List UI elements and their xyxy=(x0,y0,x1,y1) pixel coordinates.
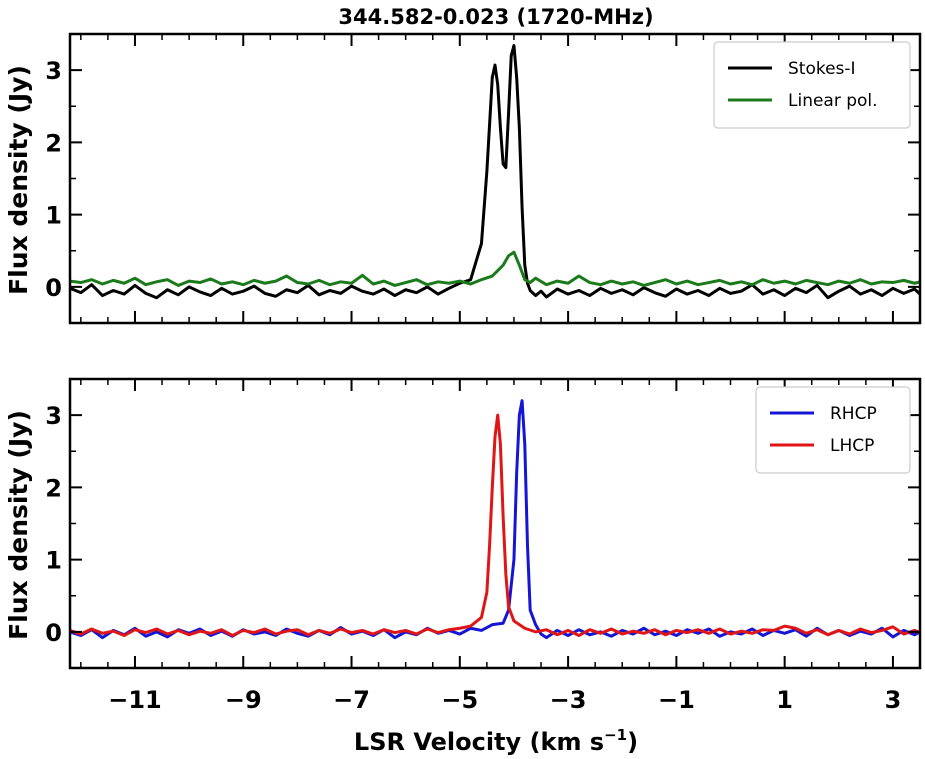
x-tick-label: −11 xyxy=(108,686,162,714)
x-tick-label: −3 xyxy=(550,686,587,714)
top-legend-label: Linear pol. xyxy=(788,91,878,111)
top-legend: Stokes-I Linear pol. xyxy=(713,41,911,129)
top-y-tick-label: 1 xyxy=(45,202,62,230)
x-axis-label: LSR Velocity (km s−1) xyxy=(354,726,638,756)
top-panel: 0 1 2 3 Stokes-I Linear pol. xyxy=(45,32,922,325)
top-series-linear-pol-line xyxy=(70,250,920,287)
x-tick-label: 3 xyxy=(885,686,902,714)
bottom-legend: RHCP LHCP xyxy=(755,386,911,474)
top-y-axis-label: Flux density (Jy) xyxy=(4,65,33,295)
x-tick-label: −9 xyxy=(225,686,262,714)
top-y-tick-label: 0 xyxy=(45,274,62,302)
x-tick-label: −5 xyxy=(441,686,478,714)
x-tick-label: 1 xyxy=(776,686,793,714)
x-tick-label: −1 xyxy=(658,686,695,714)
top-y-tick-label: 2 xyxy=(45,129,62,157)
bottom-y-tick-label: 3 xyxy=(45,402,62,430)
x-axis-label-main: LSR Velocity (km s xyxy=(354,728,604,756)
top-series-stokes-i-line xyxy=(70,44,920,300)
top-legend-label: Stokes-I xyxy=(788,59,856,79)
bottom-series-lhcp-line xyxy=(70,413,920,637)
bottom-legend-label: RHCP xyxy=(830,404,877,424)
x-tick-label: −7 xyxy=(333,686,370,714)
x-axis-label-close: ) xyxy=(627,728,638,756)
top-legend-box xyxy=(713,41,911,129)
bottom-legend-box xyxy=(755,386,911,474)
x-axis-label-exponent: −1 xyxy=(604,726,627,744)
bottom-legend-label: LHCP xyxy=(830,436,874,456)
bottom-y-tick-label: 1 xyxy=(45,547,62,575)
bottom-y-tick-label: 0 xyxy=(45,619,62,647)
chart-title: 344.582-0.023 (1720-MHz) xyxy=(338,5,653,29)
bottom-y-axis-label: Flux density (Jy) xyxy=(4,410,33,640)
bottom-y-tick-label: 2 xyxy=(45,474,62,502)
top-y-tick-label: 3 xyxy=(45,57,62,85)
